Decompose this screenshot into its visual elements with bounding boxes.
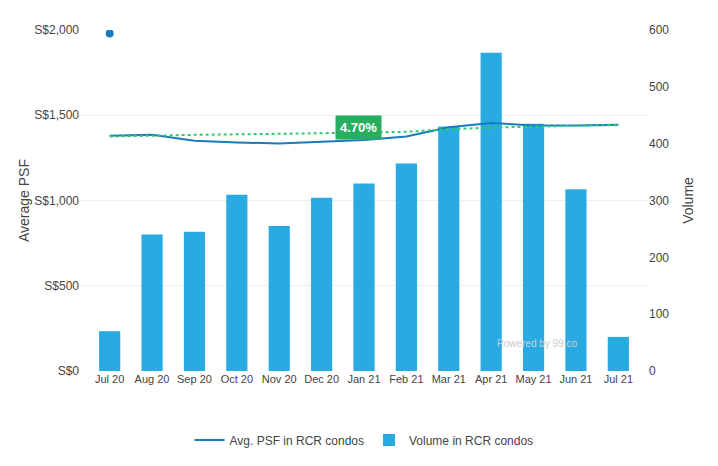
svg-text:Mar 21: Mar 21 bbox=[432, 373, 466, 385]
svg-text:500: 500 bbox=[649, 80, 669, 94]
svg-text:S$1,500: S$1,500 bbox=[34, 108, 79, 122]
svg-text:S$1,000: S$1,000 bbox=[34, 194, 79, 208]
svg-text:Volume: Volume bbox=[680, 177, 696, 224]
svg-text:Dec 20: Dec 20 bbox=[304, 373, 339, 385]
svg-text:Oct 20: Oct 20 bbox=[221, 373, 253, 385]
svg-text:Sep 20: Sep 20 bbox=[177, 373, 212, 385]
svg-text:4.70%: 4.70% bbox=[340, 120, 377, 135]
svg-text:Nov 20: Nov 20 bbox=[262, 373, 297, 385]
svg-text:600: 600 bbox=[649, 23, 669, 37]
svg-text:Volume in RCR condos: Volume in RCR condos bbox=[409, 434, 533, 448]
svg-text:Avg. PSF in RCR condos: Avg. PSF in RCR condos bbox=[230, 434, 365, 448]
svg-text:300: 300 bbox=[649, 194, 669, 208]
svg-text:S$500: S$500 bbox=[44, 279, 79, 293]
svg-text:Jul 21: Jul 21 bbox=[604, 373, 633, 385]
svg-text:Jan 21: Jan 21 bbox=[347, 373, 380, 385]
svg-text:S$0: S$0 bbox=[58, 364, 80, 378]
svg-text:Average PSF: Average PSF bbox=[16, 159, 32, 242]
svg-text:0: 0 bbox=[649, 364, 656, 378]
svg-text:S$2,000: S$2,000 bbox=[34, 23, 79, 37]
svg-text:200: 200 bbox=[649, 251, 669, 265]
svg-text:Powered by 99.co: Powered by 99.co bbox=[497, 338, 577, 349]
svg-text:Jun 21: Jun 21 bbox=[559, 373, 592, 385]
svg-text:May 21: May 21 bbox=[516, 373, 552, 385]
svg-text:Jul 20: Jul 20 bbox=[95, 373, 124, 385]
svg-text:400: 400 bbox=[649, 137, 669, 151]
svg-text:Apr 21: Apr 21 bbox=[475, 373, 507, 385]
svg-text:100: 100 bbox=[649, 307, 669, 321]
svg-text:Feb 21: Feb 21 bbox=[389, 373, 423, 385]
svg-text:Aug 20: Aug 20 bbox=[135, 373, 170, 385]
